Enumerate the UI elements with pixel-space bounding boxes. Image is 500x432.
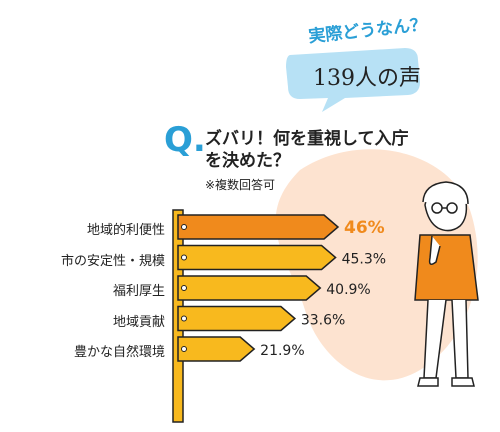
question-letter: Q. — [164, 120, 206, 160]
category-label: 地域的利便性 — [86, 223, 165, 238]
bar-nail — [181, 254, 187, 261]
speech-bubble — [286, 48, 420, 112]
bar-nail — [181, 315, 187, 322]
category-label: 豊かな自然環境 — [73, 345, 165, 360]
bar — [177, 275, 322, 301]
value-label: 33.6% — [301, 313, 345, 329]
person-illustration — [414, 181, 479, 387]
bar-group: 46% — [177, 214, 385, 240]
value-label: 21.9% — [260, 343, 304, 359]
bar-nail — [181, 346, 187, 352]
category-label: 福利厚生 — [112, 284, 165, 299]
question-note: ※複数回答可 — [205, 178, 276, 192]
bar — [177, 305, 297, 332]
bar-group: 40.9% — [177, 275, 371, 301]
bar-nail — [181, 285, 187, 291]
bar — [177, 244, 337, 271]
category-label: 地域貢献 — [112, 314, 165, 330]
value-label: 40.9% — [326, 282, 370, 298]
bar — [177, 336, 256, 362]
bar — [177, 214, 340, 240]
value-label: 46% — [344, 218, 385, 238]
bar-group: 33.6% — [177, 305, 345, 332]
chart-layer: 46% 45.3% 40.9% 33.6% 21.9% — [172, 209, 386, 423]
question-text: ズバリ！何を重視して入庁を決めた？ — [205, 129, 409, 171]
category-label: 市の安定性・規模 — [60, 253, 165, 269]
value-label: 45.3% — [342, 252, 386, 268]
header-count-label: 139人の声 — [313, 66, 421, 91]
bar-group: 45.3% — [177, 244, 386, 271]
bar-group: 21.9% — [177, 336, 305, 362]
bar-nail — [181, 224, 187, 230]
